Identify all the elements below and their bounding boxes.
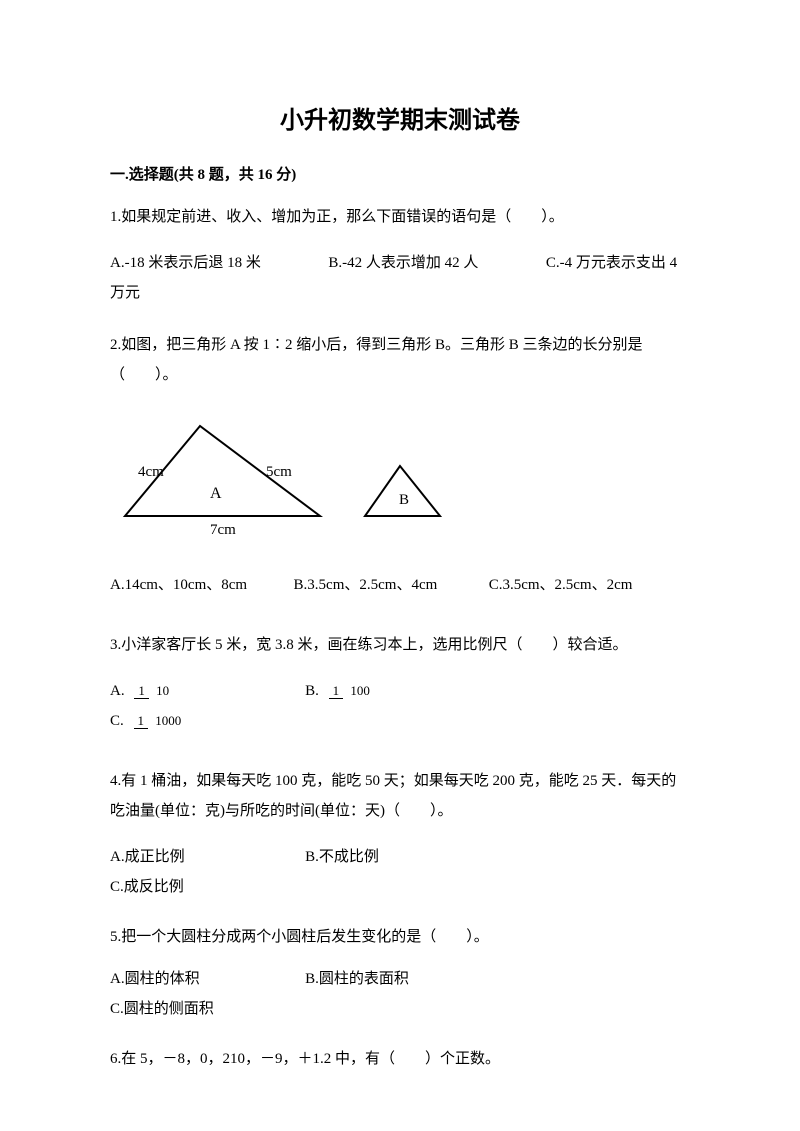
frac-den: 100 (346, 683, 374, 698)
q2-opt-b: B.3.5cm、2.5cm、4cm (294, 570, 485, 600)
q4-opt-a: A.成正比例 (110, 842, 301, 872)
q3-b-label: B. (305, 683, 319, 699)
q2-options: A.14cm、10cm、8cm B.3.5cm、2.5cm、4cm C.3.5c… (110, 570, 690, 600)
q3-options: A. 1 10 B. 1 100 C. 1 1000 (110, 676, 690, 736)
fraction-icon: 1 100 (329, 684, 374, 698)
q3-opt-b: B. 1 100 (305, 676, 496, 706)
q4-opt-b: B.不成比例 (305, 842, 496, 872)
exam-page: { "title": "小升初数学期末测试卷", "section1": "一.… (0, 0, 800, 1131)
q5-options: A.圆柱的体积 B.圆柱的表面积 C.圆柱的侧面积 (110, 964, 690, 1024)
q3-opt-a: A. 1 10 (110, 676, 301, 706)
q5-opt-c: C.圆柱的侧面积 (110, 994, 301, 1024)
label-5cm: 5cm (266, 464, 292, 480)
triangles-svg: A 4cm 5cm 7cm B (110, 406, 450, 546)
triangle-a-label: A (210, 485, 222, 502)
q3-a-label: A. (110, 683, 125, 699)
q1-options: A.-18 米表示后退 18 米 B.-42 人表示增加 42 人 C.-4 万… (110, 248, 690, 308)
q6-text: 6.在 5，－8，0，210，－9，＋1.2 中，有（ ）个正数。 (110, 1044, 690, 1074)
fraction-icon: 1 1000 (134, 714, 186, 728)
frac-den: 10 (152, 683, 173, 698)
q4-options: A.成正比例 B.不成比例 C.成反比例 (110, 842, 690, 902)
q2-text: 2.如图，把三角形 A 按 1∶2 缩小后，得到三角形 B。三角形 B 三条边的… (110, 330, 690, 390)
q2-figure: A 4cm 5cm 7cm B (110, 406, 690, 546)
q5-text: 5.把一个大圆柱分成两个小圆柱后发生变化的是（ ）。 (110, 922, 690, 952)
frac-num: 1 (134, 683, 149, 699)
q1-text: 1.如果规定前进、收入、增加为正，那么下面错误的语句是（ ）。 (110, 202, 690, 232)
label-7cm: 7cm (210, 522, 236, 538)
q3-c-label: C. (110, 713, 124, 729)
q5-opt-b: B.圆柱的表面积 (305, 964, 496, 994)
frac-den: 1000 (151, 713, 185, 728)
q3-opt-c: C. 1 1000 (110, 706, 301, 736)
triangle-b-label: B (399, 492, 409, 508)
triangle-b (365, 466, 440, 516)
q1-opt-b: B.-42 人表示增加 42 人 (328, 255, 478, 271)
frac-num: 1 (134, 713, 149, 729)
fraction-icon: 1 10 (134, 684, 173, 698)
q2-opt-c: C.3.5cm、2.5cm、2cm (489, 570, 680, 600)
page-title: 小升初数学期末测试卷 (110, 100, 690, 135)
section-heading: 一.选择题(共 8 题，共 16 分) (110, 163, 690, 184)
label-4cm: 4cm (138, 464, 164, 480)
frac-num: 1 (329, 683, 344, 699)
q3-text: 3.小洋家客厅长 5 米，宽 3.8 米，画在练习本上，选用比例尺（ ）较合适。 (110, 630, 690, 660)
q4-opt-c: C.成反比例 (110, 872, 301, 902)
q1-opt-a: A.-18 米表示后退 18 米 (110, 255, 261, 271)
q5-opt-a: A.圆柱的体积 (110, 964, 301, 994)
q2-opt-a: A.14cm、10cm、8cm (110, 570, 290, 600)
q4-text: 4.有 1 桶油，如果每天吃 100 克，能吃 50 天；如果每天吃 200 克… (110, 766, 690, 826)
